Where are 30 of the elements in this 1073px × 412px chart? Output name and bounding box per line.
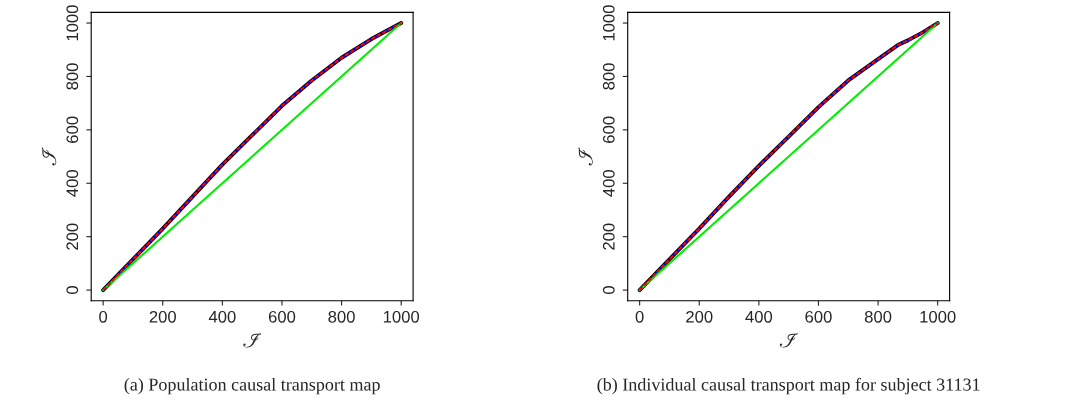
x-tick-label: 600 <box>268 310 296 323</box>
x-tick-label: 0 <box>99 310 108 323</box>
x-tick-label: 600 <box>805 310 832 323</box>
y-tick-label: 400 <box>602 170 615 197</box>
x-tick-label: 200 <box>686 310 713 323</box>
y-tick-label: 600 <box>602 116 615 143</box>
y-axis-title: ℐ <box>578 147 593 166</box>
y-tick-label: 0 <box>602 286 615 295</box>
text: (b) Individual causal transport map for subject 31131 <box>597 377 980 395</box>
x-tick-label: 800 <box>328 310 355 323</box>
text: (a) Population causal transport map <box>124 377 380 395</box>
y-tick-label: 1000 <box>602 5 615 41</box>
y-tick-label: 200 <box>602 223 615 250</box>
y-tick-label: 1000 <box>66 5 79 41</box>
y-tick-label: 0 <box>66 286 79 295</box>
x-tick-label: 200 <box>149 310 176 323</box>
y-axis-title: ℐ <box>41 147 57 166</box>
x-tick-label: 1000 <box>920 310 956 323</box>
x-axis-title: ℐ <box>779 333 798 348</box>
x-tick-label: 1000 <box>383 310 420 323</box>
x-axis-title: ℐ <box>243 333 262 348</box>
y-tick-label: 600 <box>66 116 79 143</box>
y-tick-label: 400 <box>66 170 79 197</box>
x-tick-label: 400 <box>745 310 773 323</box>
x-tick-label: 0 <box>635 310 644 323</box>
y-tick-label: 800 <box>602 63 615 90</box>
y-tick-label: 200 <box>66 223 79 250</box>
x-tick-label: 400 <box>208 310 236 323</box>
x-tick-label: 800 <box>864 310 892 323</box>
y-tick-label: 800 <box>66 63 79 90</box>
